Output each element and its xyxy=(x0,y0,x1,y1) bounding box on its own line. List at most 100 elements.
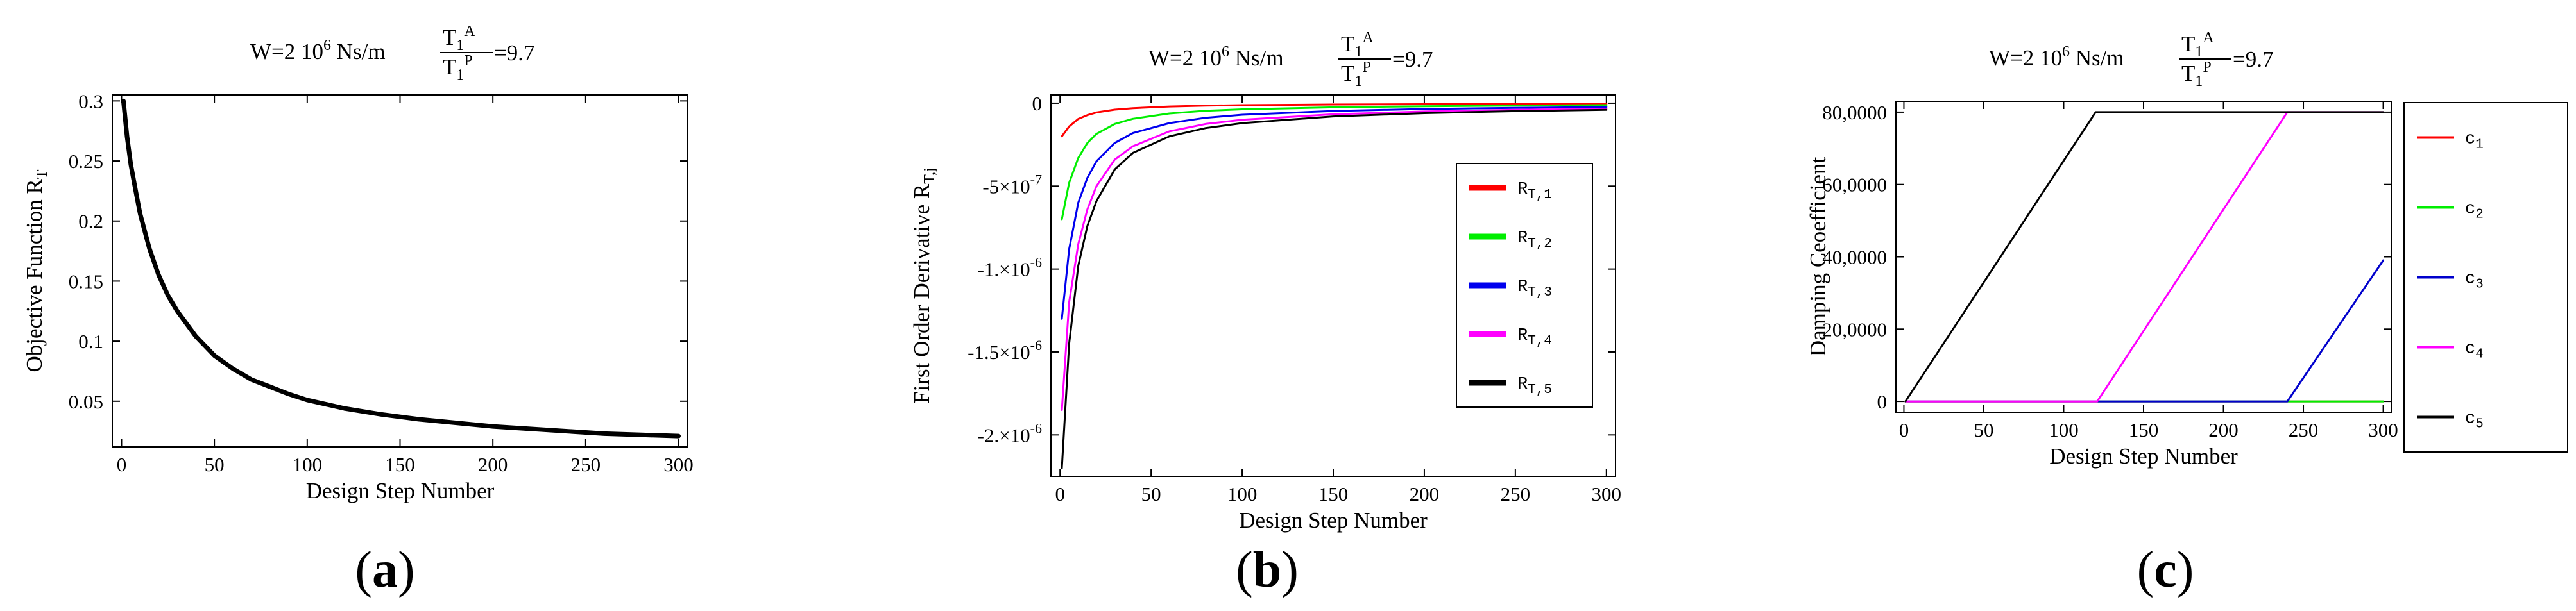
title-ratio-value: =9.7 xyxy=(1392,47,1433,72)
legend-label-name: R xyxy=(1517,229,1528,248)
legend-label-4: RT,4 xyxy=(1517,326,1552,349)
y-tick-label: 0.05 xyxy=(69,390,103,413)
title-unit: Ns/m xyxy=(2070,46,2124,71)
title-ratio-num: T xyxy=(443,25,456,50)
title-ratio-den: T xyxy=(443,54,456,80)
x-tick-label: 100 xyxy=(293,453,323,476)
legend-label-name: R xyxy=(1517,375,1528,394)
panel-label-close: ) xyxy=(1281,542,1299,598)
title-unit: Ns/m xyxy=(331,39,386,64)
legend-label-5: RT,5 xyxy=(1517,375,1552,398)
title-ratio-num: T xyxy=(2181,31,2195,56)
y-tick-exponent: -6 xyxy=(1030,337,1042,353)
legend-label-sub: 4 xyxy=(2475,347,2484,362)
y-tick-label: -2.×10-6 xyxy=(978,420,1042,446)
y-axis-label-sub: T,j xyxy=(921,167,938,184)
legend-label-sub: T,1 xyxy=(1528,188,1552,203)
y-tick-label: -1.5×10-6 xyxy=(968,337,1042,364)
x-tick-label: 150 xyxy=(2129,419,2159,441)
title-ratio-denominator: T1P xyxy=(443,53,473,83)
y-tick-label: 0 xyxy=(1032,92,1043,115)
legend-label-name: c xyxy=(2465,270,2475,289)
title-w: W=2 10 xyxy=(1148,46,1222,71)
legend-label-sub: 1 xyxy=(2475,138,2484,153)
y-tick-label: -5×10-7 xyxy=(982,171,1042,197)
legend-label-2: c2 xyxy=(2465,200,2484,222)
plot-frame xyxy=(112,94,688,448)
legend-label-name: c xyxy=(2465,130,2475,149)
title-ratio-den-sub: 1 xyxy=(2195,73,2203,90)
legend-label-sub: 3 xyxy=(2475,278,2484,292)
title-ratio-den-sub: 1 xyxy=(456,67,464,83)
x-tick-label: 250 xyxy=(1501,483,1531,505)
series-line-1 xyxy=(1061,103,1608,138)
x-tick-label: 200 xyxy=(478,453,508,476)
x-axis-label: Design Step Number xyxy=(2049,444,2238,469)
legend-label-sub: T,2 xyxy=(1528,237,1552,251)
panel-label-c: (c) xyxy=(2137,542,2194,598)
title-exponent: 6 xyxy=(2062,44,2070,60)
x-tick-label: 50 xyxy=(205,453,225,476)
legend-label-name: R xyxy=(1517,278,1528,297)
title-ratio-den-sup: P xyxy=(2203,59,2211,76)
y-axis-label: Objective Function RT xyxy=(22,169,51,372)
y-tick-label: 80,0000 xyxy=(1822,101,1887,124)
y-tick-label: 0.1 xyxy=(78,330,103,353)
plot-frame xyxy=(1895,101,2392,413)
legend-label-name: R xyxy=(1517,326,1528,346)
legend-label-name: c xyxy=(2465,410,2475,429)
panel-label-open: ( xyxy=(1236,542,1253,598)
y-axis-label-text: Objective Function R xyxy=(22,179,47,372)
x-tick-label: 300 xyxy=(1592,483,1622,505)
legend-label-sub: 2 xyxy=(2475,208,2484,222)
y-axis-label: First Order Derivative RT,j xyxy=(909,167,938,404)
x-tick-label: 200 xyxy=(2208,419,2239,441)
y-tick-exponent: -6 xyxy=(1030,255,1042,271)
title-ratio-den: T xyxy=(1341,61,1354,86)
x-axis-label: Design Step Number xyxy=(306,478,495,503)
panel-label-b: (b) xyxy=(1236,542,1299,598)
title-ratio-value: =9.7 xyxy=(2233,47,2274,72)
title-unit: Ns/m xyxy=(1229,46,1284,71)
y-tick-label: 60,0000 xyxy=(1822,174,1887,196)
x-tick-label: 300 xyxy=(663,453,694,476)
series-line-2 xyxy=(1061,104,1608,221)
y-axis-label: Damping Ceoefficient xyxy=(1805,157,1830,357)
x-tick-label: 250 xyxy=(2289,419,2319,441)
legend-label-name: c xyxy=(2465,200,2475,219)
title-ratio-denominator: T1P xyxy=(2181,59,2212,90)
title-ratio-numerator: T1A xyxy=(443,23,475,54)
y-tick-label: -1.×10-6 xyxy=(978,255,1042,281)
panel-label-open: ( xyxy=(355,542,372,598)
y-tick-label: 0.3 xyxy=(78,90,103,112)
panel-label-open: ( xyxy=(2137,542,2154,598)
title-exponent: 6 xyxy=(323,37,331,54)
y-tick-exponent: -6 xyxy=(1030,420,1042,436)
title-w: W=2 10 xyxy=(1989,46,2062,71)
y-axis-label-text: Damping Ceoefficient xyxy=(1805,157,1830,357)
x-tick-label: 250 xyxy=(571,453,601,476)
y-tick-label: 20,0000 xyxy=(1822,318,1887,340)
legend-label-3: c3 xyxy=(2465,270,2484,292)
x-tick-label: 150 xyxy=(385,453,415,476)
panel-label-close: ) xyxy=(2177,542,2194,598)
series-line-5 xyxy=(1904,111,2384,403)
panel-label-letter: b xyxy=(1253,542,1282,598)
legend-label-1: c1 xyxy=(2465,130,2484,153)
legend-label-4: c4 xyxy=(2465,340,2484,362)
y-tick-mantissa: -1.5×10 xyxy=(968,341,1030,364)
series-line-4 xyxy=(1061,108,1608,411)
title-ratio-num-sup: A xyxy=(464,23,475,40)
title-exponent: 6 xyxy=(1222,44,1229,60)
y-tick-label: 0.25 xyxy=(69,150,103,172)
y-tick-label: 0 xyxy=(1877,390,1888,413)
x-tick-label: 300 xyxy=(2368,419,2398,441)
y-tick-exponent: -7 xyxy=(1030,171,1042,187)
legend-label-name: R xyxy=(1517,180,1528,199)
title-w: W=2 10 xyxy=(250,39,323,64)
chart-title: W=2 106 Ns/m xyxy=(250,37,386,64)
